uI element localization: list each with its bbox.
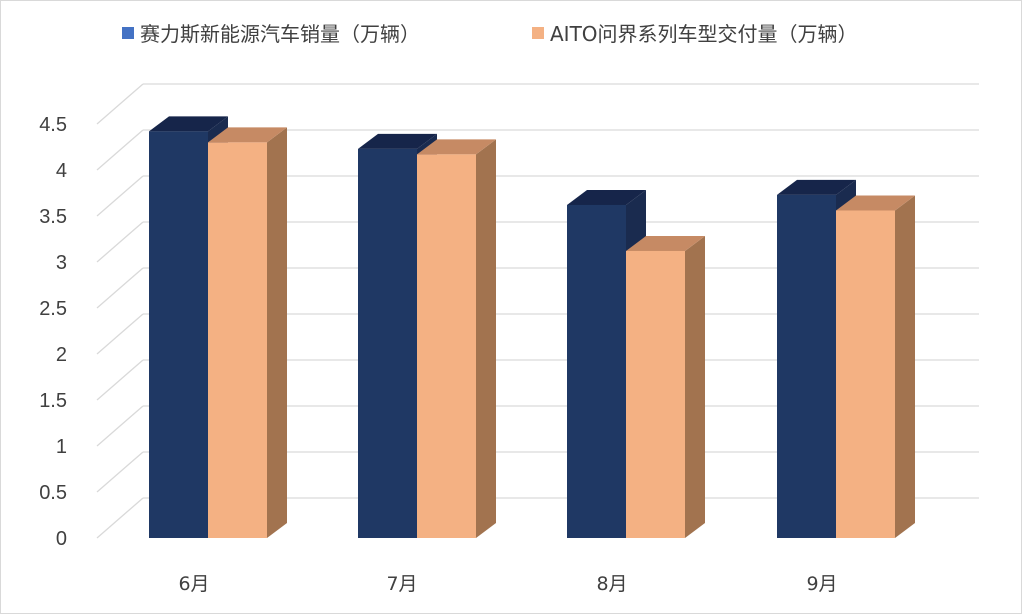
legend-label-series-1: 赛力斯新能源汽车销量（万辆）	[140, 22, 420, 46]
bar-top	[836, 195, 915, 211]
bars	[149, 116, 915, 539]
bar-front	[626, 250, 685, 538]
legend-swatch-series-2	[532, 27, 544, 39]
x-category-label: 7月	[386, 573, 417, 595]
bar-top	[567, 189, 646, 205]
y-axis-tick-labels: 0 0.5 1 1.5 2 2.5 3 3.5 4 4.5	[39, 114, 67, 550]
bar-2-3	[626, 235, 705, 538]
y-tick-label: 1	[56, 436, 67, 458]
bar-top	[149, 116, 228, 132]
bar-front	[149, 131, 208, 539]
y-tick-label: 0.5	[39, 482, 67, 504]
bar-side	[895, 195, 915, 539]
bar-top	[777, 179, 856, 195]
legend: 赛力斯新能源汽车销量（万辆） AITO问界系列车型交付量（万辆）	[122, 22, 858, 46]
bar-front	[208, 142, 267, 538]
legend-swatch-series-1	[122, 27, 134, 39]
legend-label-series-2: AITO问界系列车型交付量（万辆）	[550, 22, 858, 46]
bar-front	[567, 204, 626, 538]
bar-front	[777, 194, 836, 538]
bar-front	[358, 148, 417, 538]
bar-2-2	[417, 139, 496, 539]
bar-top	[208, 127, 287, 143]
x-category-label: 8月	[596, 573, 627, 595]
bar-front	[417, 154, 476, 539]
bar-side	[685, 235, 705, 538]
y-tick-label: 0	[56, 528, 67, 550]
y-tick-label: 2	[56, 344, 67, 366]
bar-top	[358, 133, 437, 149]
y-tick-label: 4	[56, 160, 67, 182]
bar-side	[267, 127, 287, 539]
y-tick-label: 3.5	[39, 206, 67, 228]
bar-top	[417, 139, 496, 155]
y-tick-label: 4.5	[39, 114, 67, 136]
x-category-label: 6月	[178, 573, 209, 595]
bar-2-1	[208, 127, 287, 539]
bar-front	[836, 210, 895, 539]
y-tick-label: 2.5	[39, 298, 67, 320]
y-tick-label: 3	[56, 252, 67, 274]
bar-2-4	[836, 195, 915, 539]
y-tick-label: 1.5	[39, 390, 67, 412]
bar-side	[476, 139, 496, 539]
bar-top	[626, 235, 705, 251]
x-category-label: 9月	[806, 573, 837, 595]
x-axis-category-labels: 6月 7月 8月 9月	[178, 573, 837, 595]
